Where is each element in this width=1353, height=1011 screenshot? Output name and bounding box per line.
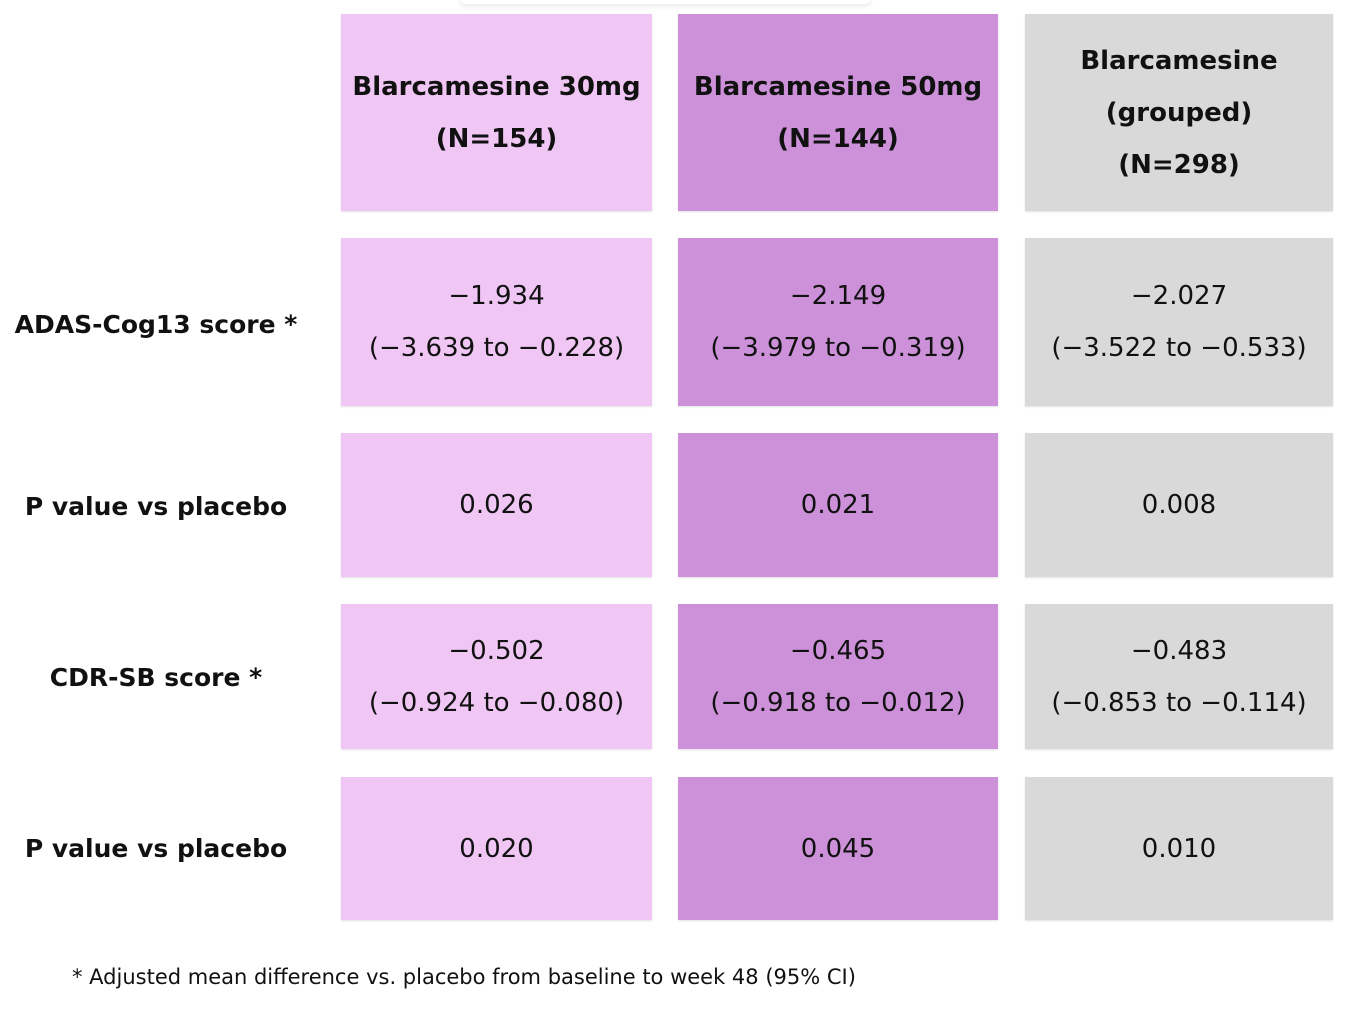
cell-adas-grouped-ci: (−3.522 to −0.533): [1051, 333, 1307, 363]
cell-cdr-50mg-value: −0.465: [789, 635, 887, 666]
cell-adas-50mg: −2.149 (−3.979 to −0.319): [678, 238, 998, 406]
header-col-grouped-title-line2: (grouped): [1105, 97, 1253, 128]
cell-p-adas-grouped: 0.008: [1025, 433, 1333, 577]
cell-adas-grouped-value: −2.027: [1130, 281, 1228, 311]
cell-p-adas-50mg: 0.021: [678, 433, 998, 577]
header-col-30mg-title: Blarcamesine 30mg: [352, 71, 641, 102]
header-col-50mg: Blarcamesine 50mg (N=144): [678, 14, 998, 211]
cell-p-cdr-50mg-value: 0.045: [800, 833, 876, 864]
header-col-grouped-title-line1: Blarcamesine: [1080, 45, 1278, 76]
cell-cdr-50mg-ci: (−0.918 to −0.012): [710, 687, 966, 718]
header-col-50mg-n: (N=144): [777, 123, 899, 154]
cell-cdr-grouped: −0.483 (−0.853 to −0.114): [1025, 604, 1333, 749]
row-label-adas-cog13: ADAS-Cog13 score *: [14, 310, 298, 339]
cell-cdr-30mg-ci: (−0.924 to −0.080): [368, 687, 625, 718]
cell-p-adas-30mg-value: 0.026: [459, 490, 534, 520]
header-col-30mg: Blarcamesine 30mg (N=154): [341, 14, 652, 211]
row-label-cdr-sb: CDR-SB score *: [49, 663, 263, 692]
cell-adas-30mg-value: −1.934: [448, 281, 545, 311]
footnote: * Adjusted mean difference vs. placebo f…: [72, 965, 856, 989]
header-col-grouped-n: (N=298): [1118, 149, 1240, 180]
cell-p-cdr-grouped: 0.010: [1025, 777, 1333, 920]
top-edge-shadow: [460, 0, 870, 4]
header-col-30mg-n: (N=154): [435, 123, 558, 154]
cell-adas-30mg-ci: (−3.639 to −0.228): [368, 333, 625, 363]
cell-cdr-grouped-value: −0.483: [1130, 635, 1228, 666]
row-label-p-value-cdr: P value vs placebo: [24, 834, 288, 863]
header-col-grouped: Blarcamesine (grouped) (N=298): [1025, 14, 1333, 211]
cell-p-cdr-50mg: 0.045: [678, 777, 998, 920]
cell-adas-30mg: −1.934 (−3.639 to −0.228): [341, 238, 652, 406]
cell-p-cdr-30mg-value: 0.020: [459, 833, 534, 864]
cell-cdr-30mg-value: −0.502: [448, 635, 545, 666]
cell-p-adas-30mg: 0.026: [341, 433, 652, 577]
cell-p-adas-grouped-value: 0.008: [1141, 490, 1217, 520]
cell-p-cdr-grouped-value: 0.010: [1141, 833, 1217, 864]
row-label-p-value-adas: P value vs placebo: [24, 492, 288, 521]
cell-cdr-30mg: −0.502 (−0.924 to −0.080): [341, 604, 652, 749]
cell-cdr-grouped-ci: (−0.853 to −0.114): [1051, 687, 1307, 718]
cell-p-cdr-30mg: 0.020: [341, 777, 652, 920]
cell-adas-50mg-value: −2.149: [789, 281, 887, 311]
cell-cdr-50mg: −0.465 (−0.918 to −0.012): [678, 604, 998, 749]
header-col-50mg-title: Blarcamesine 50mg: [693, 71, 983, 102]
cell-adas-grouped: −2.027 (−3.522 to −0.533): [1025, 238, 1333, 406]
cell-adas-50mg-ci: (−3.979 to −0.319): [710, 333, 966, 363]
cell-p-adas-50mg-value: 0.021: [800, 490, 876, 520]
